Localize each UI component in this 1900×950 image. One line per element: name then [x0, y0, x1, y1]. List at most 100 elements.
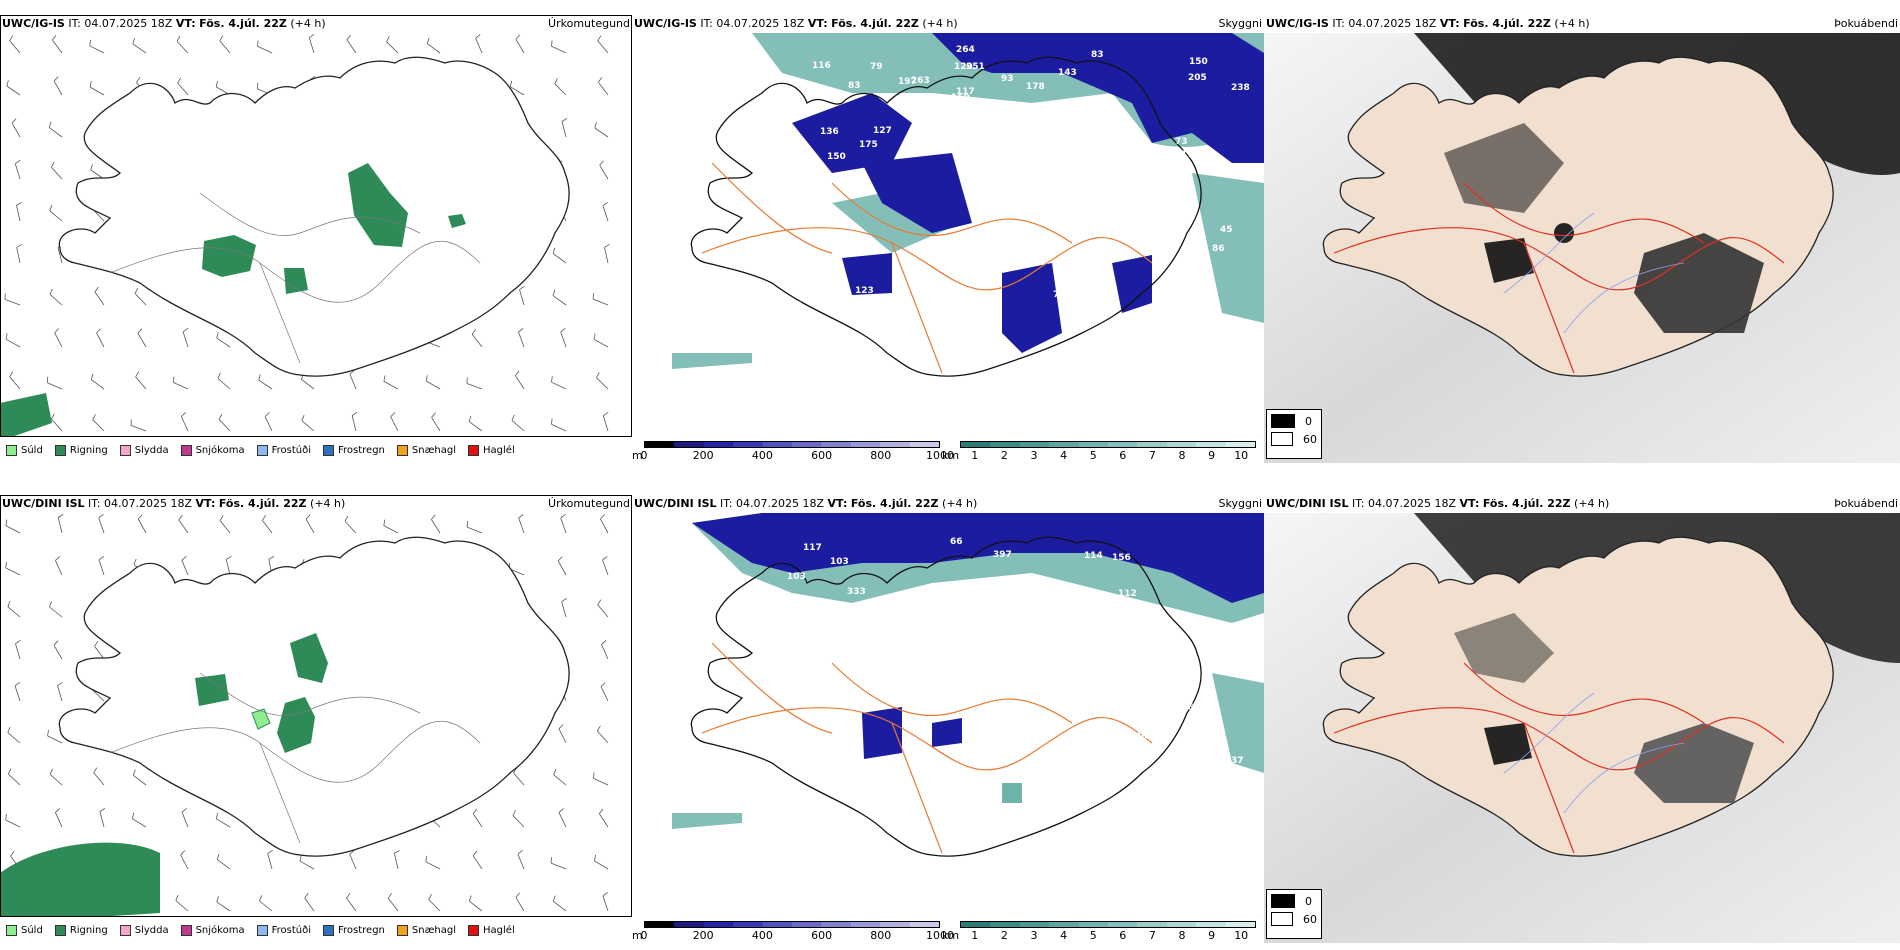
wind-barb-flag — [49, 601, 52, 608]
swatch — [323, 444, 334, 456]
wind-barb — [552, 295, 567, 306]
wind-barb-flag — [598, 808, 604, 814]
wind-barb — [132, 818, 147, 828]
wind-barb — [472, 813, 483, 828]
visibility-colorbar — [960, 441, 1256, 448]
wind-barb — [513, 772, 525, 786]
ceiling-value-label: 117 — [956, 87, 975, 97]
wind-barb-flag — [267, 849, 273, 854]
wind-barb-flag — [98, 513, 104, 519]
wind-barb-flag — [178, 514, 183, 521]
colorbar-segment — [792, 442, 822, 447]
precip-map[interactable] — [0, 513, 632, 943]
fog-map[interactable] — [1264, 513, 1900, 943]
colorbar-segment — [850, 442, 881, 447]
wind-barb-flag — [268, 556, 275, 560]
colorbar-segment — [703, 442, 734, 447]
wind-barb — [89, 86, 105, 96]
wind-barb — [176, 41, 189, 54]
wind-barb — [96, 332, 105, 348]
wind-barb — [301, 378, 315, 390]
ceiling-value-label: 103 — [787, 572, 806, 582]
wind-barb — [182, 331, 189, 348]
panel-header: UWC/IG-IS IT: 04.07.2025 18Z VT: Fös. 4.… — [1264, 15, 1900, 33]
wind-barb — [7, 606, 21, 618]
swatch — [180, 444, 192, 456]
wind-barb-flag — [173, 376, 175, 383]
colorbar-segment — [1019, 442, 1050, 447]
wind-barb-flag — [215, 80, 218, 87]
wind-barb-flag — [383, 375, 386, 382]
wind-barb — [466, 526, 483, 534]
panel-header: UWC/DINI ISL IT: 04.07.2025 18Z VT: Fös.… — [1264, 495, 1900, 513]
precip-map[interactable] — [0, 33, 632, 463]
wind-barb-flag — [512, 810, 517, 816]
wind-barb — [511, 420, 525, 432]
wind-barb-flag — [181, 412, 186, 417]
ceiling-value-label: 85 — [1012, 577, 1025, 587]
wind-barb — [257, 45, 273, 54]
wind-barb — [468, 421, 483, 432]
wind-barb — [258, 379, 273, 390]
ceiling-value-label: 86 — [1212, 244, 1225, 254]
ceiling-value-label: 66 — [950, 537, 963, 547]
wind-barb-flag — [304, 892, 309, 899]
wind-barb — [51, 166, 63, 180]
roads — [1333, 182, 1785, 374]
wind-barb — [551, 423, 567, 432]
wind-barb-flag — [55, 556, 61, 561]
tick-label: 4 — [1060, 449, 1068, 462]
wind-barb — [425, 861, 441, 870]
wind-barb-flag — [16, 201, 22, 206]
wind-barb — [89, 45, 105, 54]
colorbar-segment — [1078, 922, 1109, 927]
fog-map[interactable] — [1264, 33, 1900, 463]
wind-barb-flag — [554, 78, 558, 84]
swatch — [256, 444, 268, 456]
panel-header: UWC/IG-IS IT: 04.07.2025 18Z VT: Fös. 4.… — [0, 15, 632, 33]
wind-barb — [178, 519, 189, 534]
wind-barb-flag — [299, 855, 302, 862]
wind-barb — [16, 205, 21, 222]
wind-barb-flag — [176, 35, 181, 42]
ceiling-value-label: 73 — [1053, 290, 1066, 300]
swatch — [468, 444, 480, 456]
wind-barb-flag — [49, 288, 53, 295]
ceiling-colorbar — [644, 921, 940, 928]
tick-label: 6 — [1119, 929, 1127, 942]
ceiling-value-label: 333 — [847, 587, 866, 597]
wind-barb-flag — [519, 285, 525, 290]
wind-barb — [133, 774, 147, 786]
wind-barb — [264, 416, 273, 432]
wind-barb-flag — [346, 892, 351, 899]
wind-barb — [344, 521, 357, 534]
wind-barb-flag — [431, 514, 436, 520]
colorbar-segment — [792, 922, 822, 927]
wind-barb — [551, 45, 567, 54]
tick-label: 3 — [1030, 449, 1038, 462]
model-name: UWC/IG-IS — [2, 17, 65, 30]
wind-barb — [14, 685, 21, 702]
wind-barb — [216, 818, 231, 828]
panel-header: UWC/DINI ISL IT: 04.07.2025 18Z VT: Fös.… — [632, 495, 1264, 513]
tick-label: 6 — [1119, 449, 1127, 462]
wind-barb-flag — [552, 247, 556, 254]
wind-barb — [431, 417, 441, 432]
legend-item: Haglél — [468, 444, 515, 456]
wind-barb — [5, 567, 21, 576]
ceiling-value-label: 129 — [954, 62, 973, 72]
tick-label: 800 — [870, 449, 892, 462]
swatch — [396, 924, 408, 936]
visibility-ticks: 1 2 3 4 5 6 7 8 9 10 — [960, 929, 1256, 942]
colorbar-segment — [645, 922, 675, 927]
wind-barb — [428, 899, 441, 912]
wind-barb-flag — [596, 372, 600, 378]
wind-barb-flag — [601, 640, 607, 645]
wind-barb — [47, 735, 63, 744]
wind-barb — [267, 853, 273, 870]
wind-barb-flag — [49, 205, 53, 211]
colorbar-segment — [1137, 922, 1167, 927]
wind-barb — [51, 418, 63, 432]
